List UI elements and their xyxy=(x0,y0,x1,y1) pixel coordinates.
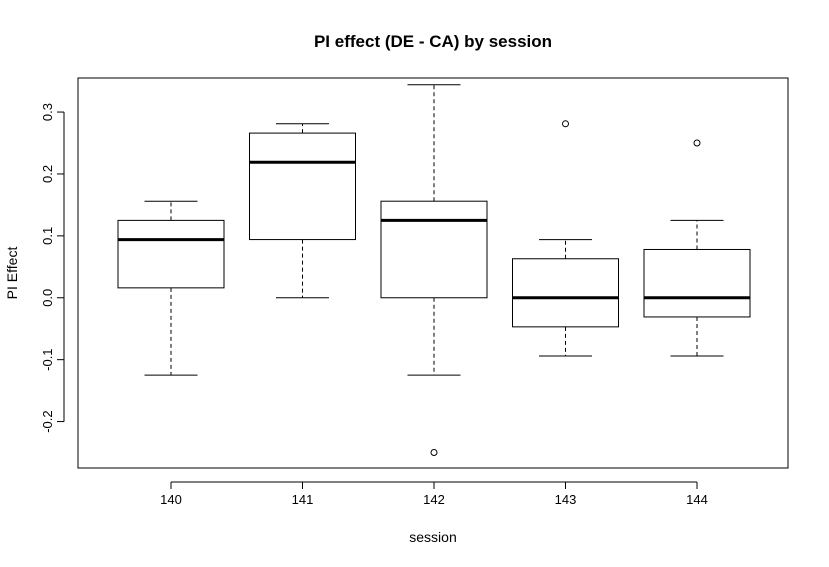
y-tick-label: 0.0 xyxy=(40,289,55,307)
x-tick-label: 144 xyxy=(686,492,708,507)
iqr-box xyxy=(117,219,225,289)
box-143 xyxy=(512,120,619,357)
x-axis: 140 141 142 143 144 xyxy=(160,481,708,507)
box-140 xyxy=(117,200,225,376)
iqr-box xyxy=(643,248,751,318)
outlier-point xyxy=(562,120,569,128)
y-tick-label: -0.2 xyxy=(40,410,55,432)
y-tick-label: -0.1 xyxy=(40,348,55,370)
box-144 xyxy=(643,139,751,357)
y-tick-label: 0.1 xyxy=(40,227,55,245)
x-axis-label: session xyxy=(409,529,456,545)
iqr-box xyxy=(249,132,356,241)
x-tick-label: 141 xyxy=(292,492,314,507)
iqr-box xyxy=(380,200,488,299)
box-141 xyxy=(249,123,356,299)
plot-frame xyxy=(77,77,789,469)
outlier-point xyxy=(430,449,438,457)
x-tick-label: 142 xyxy=(423,492,445,507)
box-142 xyxy=(380,84,488,457)
y-axis-label: PI Effect xyxy=(4,247,20,300)
outlier-point xyxy=(693,139,701,147)
x-tick-label: 140 xyxy=(160,492,182,507)
y-tick-label: 0.2 xyxy=(40,165,55,183)
boxes-layer xyxy=(117,84,751,457)
chart-title: PI effect (DE - CA) by session xyxy=(314,32,552,51)
x-tick-label: 143 xyxy=(555,492,577,507)
y-tick-label: 0.3 xyxy=(40,103,55,121)
y-axis: -0.2 -0.1 0.0 0.1 0.2 0.3 xyxy=(40,103,65,433)
iqr-box xyxy=(512,258,619,328)
